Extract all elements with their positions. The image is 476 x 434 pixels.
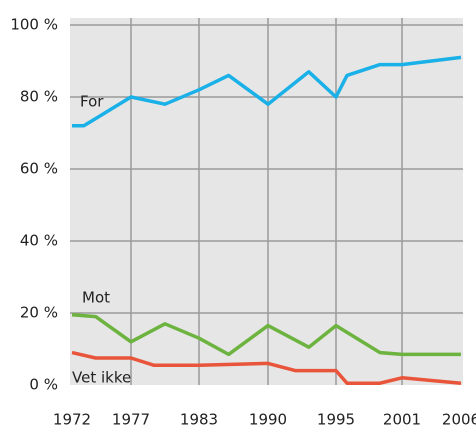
y-tick-label: 100 % [10,16,58,34]
y-tick-label: 20 % [20,304,58,322]
line-series [71,313,461,357]
x-tick-label: 1972 [53,411,91,429]
y-tick-label: 0 % [29,376,58,394]
series-label: Vet ikke [72,369,131,387]
line-series [72,55,462,128]
y-tick-label: 80 % [20,88,58,106]
x-tick-label: 2001 [383,411,421,429]
series-label: Mot [82,289,110,307]
x-tick-label: 1990 [249,411,287,429]
x-tick-label: 1977 [112,411,150,429]
x-tick-label: 1983 [180,411,218,429]
line-series [71,350,462,385]
x-tick-label: 2006 [442,411,476,429]
series-label: For [80,93,104,111]
y-tick-label: 60 % [20,160,58,178]
plot-area [70,18,463,385]
y-tick-label: 40 % [20,232,58,250]
x-tick-label: 1995 [317,411,355,429]
